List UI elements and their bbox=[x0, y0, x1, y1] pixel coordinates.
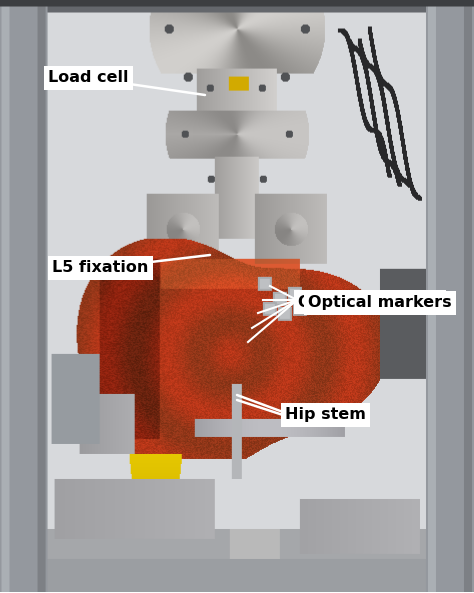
Text: L5 fixation: L5 fixation bbox=[52, 255, 210, 276]
Text: Optical markers: Optical markers bbox=[308, 295, 452, 311]
Text: Optical markers: Optical markers bbox=[298, 295, 442, 310]
Text: Load cell: Load cell bbox=[48, 71, 205, 95]
Text: Hip stem: Hip stem bbox=[285, 407, 366, 422]
